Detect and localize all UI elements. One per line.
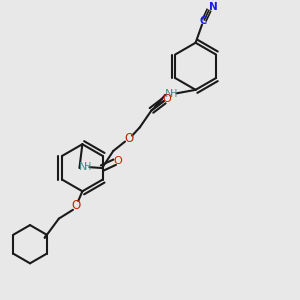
Text: O: O <box>71 199 80 212</box>
Text: O: O <box>114 156 123 166</box>
Text: O: O <box>124 132 133 145</box>
Text: H: H <box>170 88 177 99</box>
Text: C: C <box>199 16 206 26</box>
Text: O: O <box>162 94 171 103</box>
Text: N: N <box>79 162 87 172</box>
Text: H: H <box>84 162 91 172</box>
Text: N: N <box>208 2 217 12</box>
Text: N: N <box>165 88 173 99</box>
